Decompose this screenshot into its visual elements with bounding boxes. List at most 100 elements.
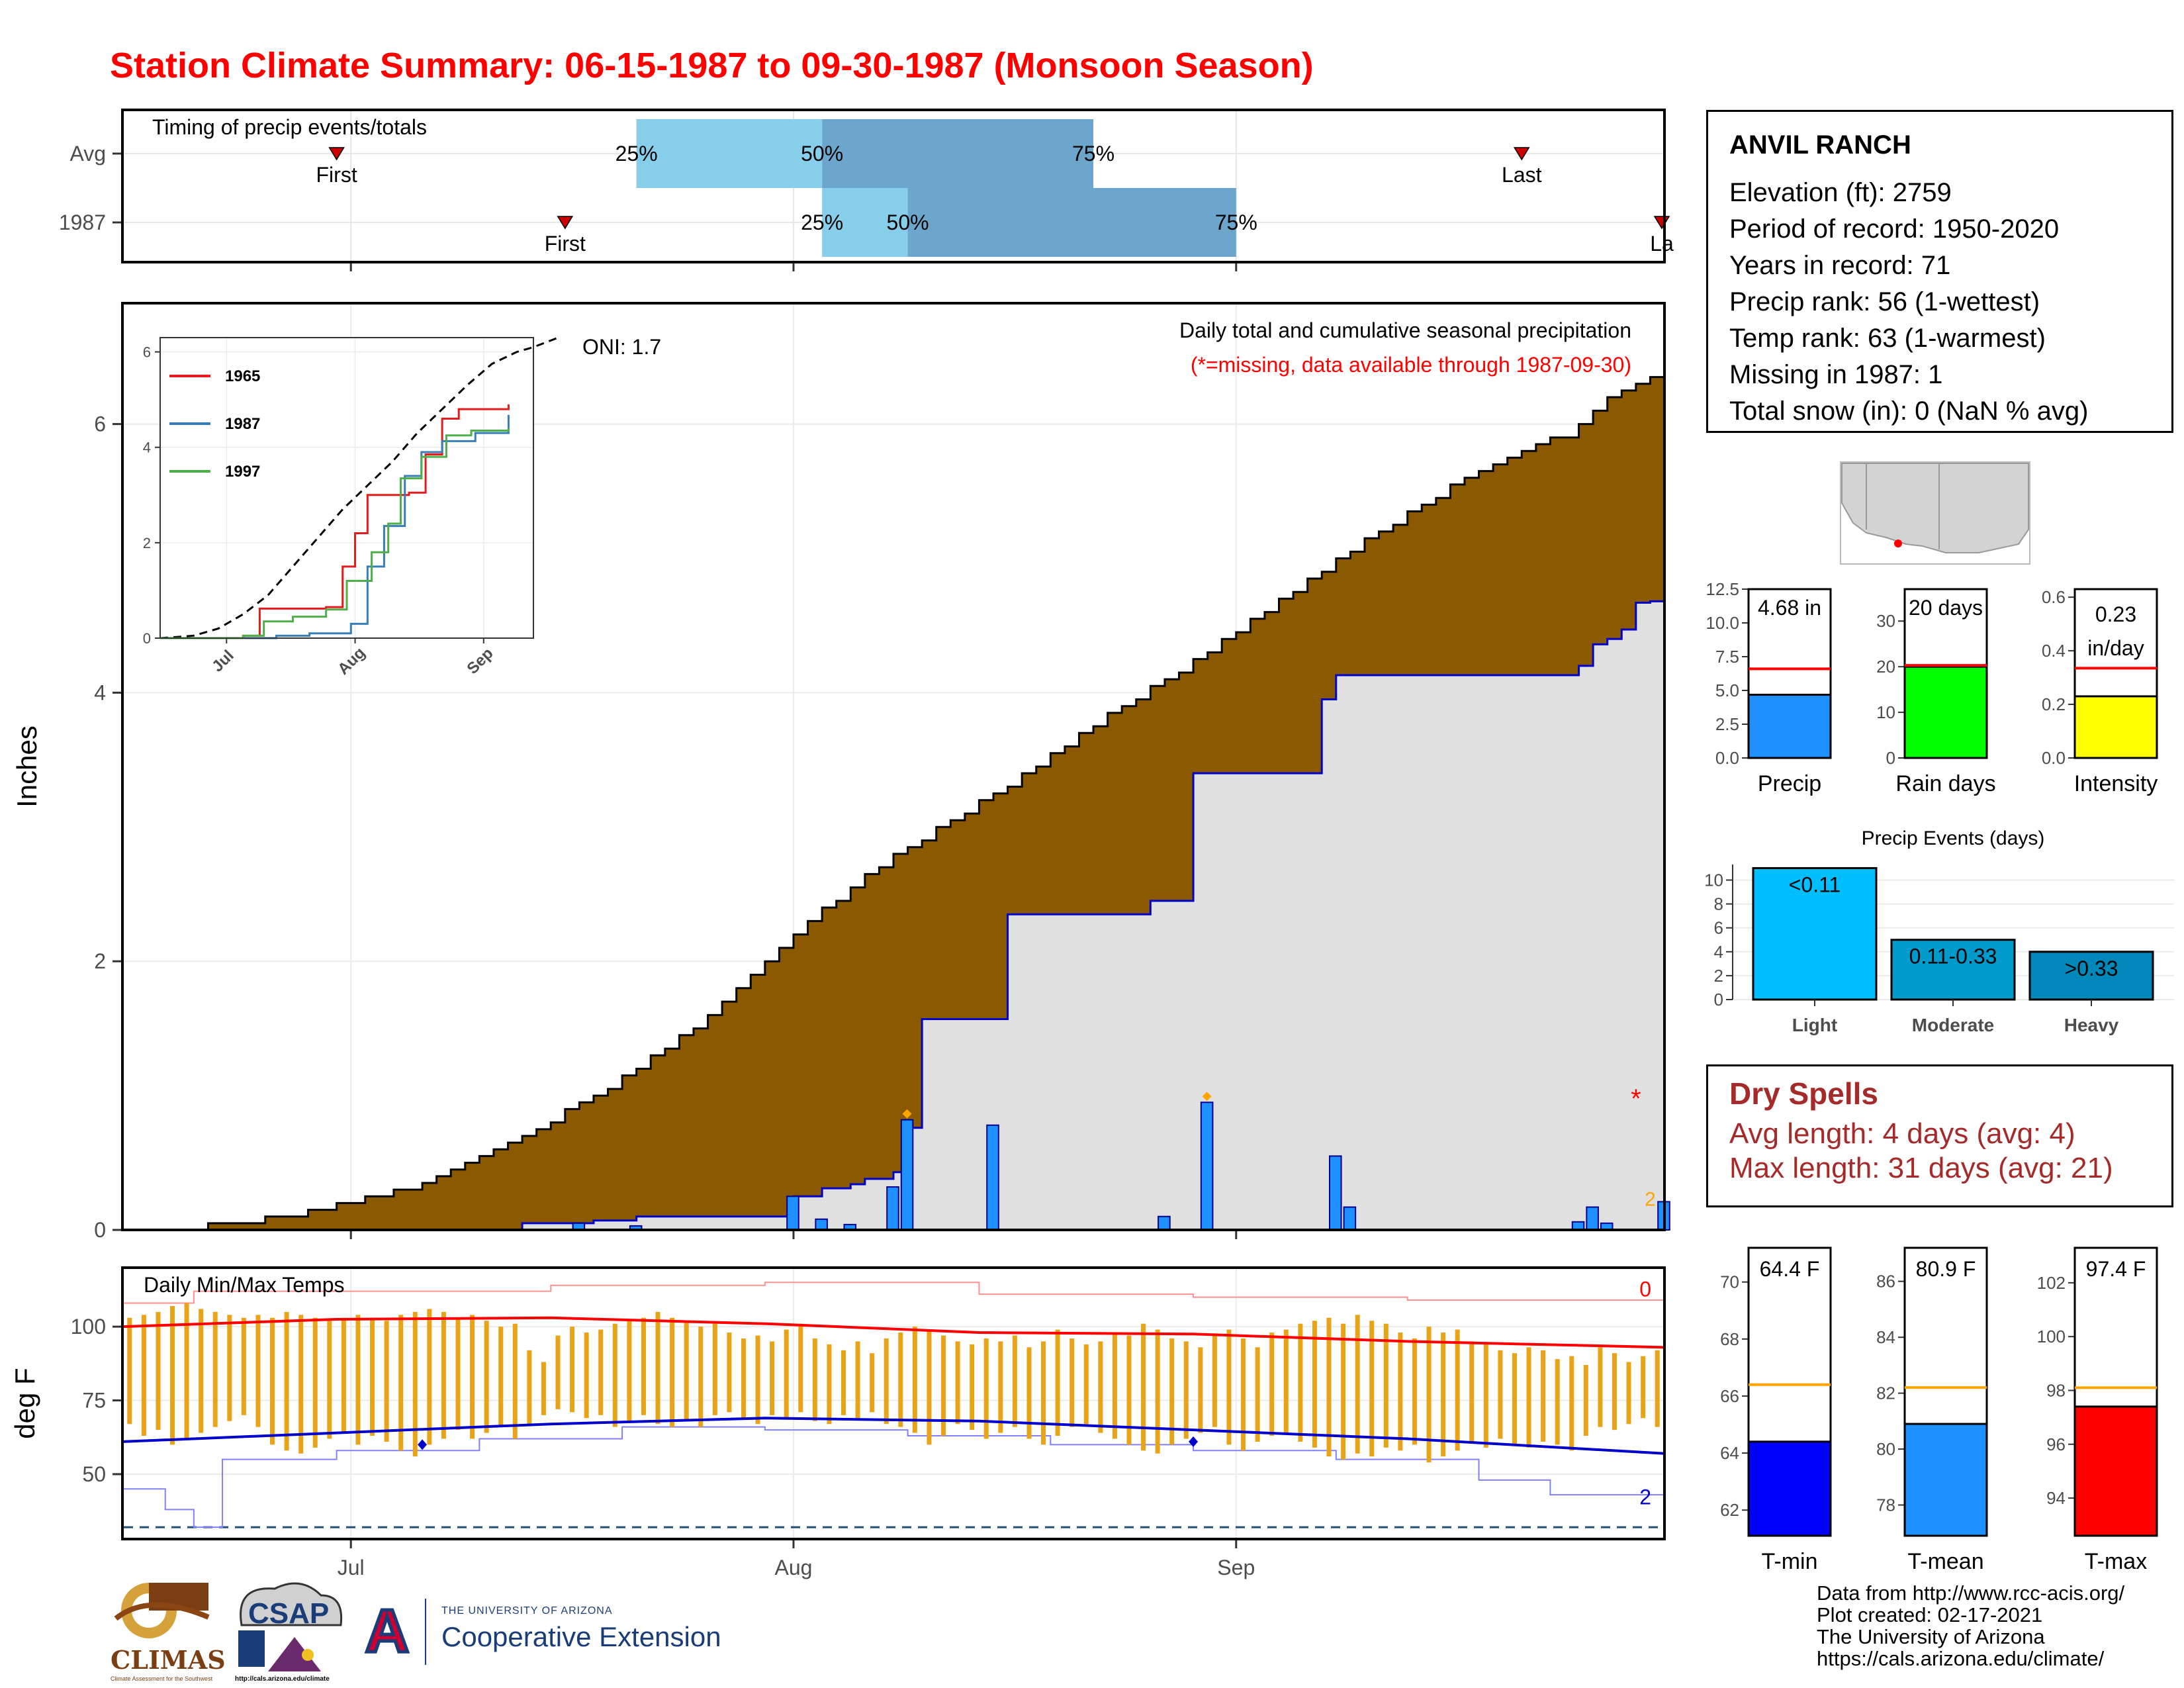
timing-first-label: First [316, 163, 357, 187]
temp-daily-range-bar [1655, 1350, 1660, 1427]
temp-xtick-label: Sep [1217, 1556, 1255, 1579]
temp-daily-range-bar [1269, 1333, 1275, 1436]
station-years: Years in record: 71 [1729, 251, 1951, 280]
precip-daily-bar [900, 1119, 914, 1231]
temp-daily-range-bar [427, 1309, 432, 1445]
station-elevation: Elevation (ft): 2759 [1729, 178, 1952, 207]
precip-record-marker [902, 1109, 912, 1119]
inset-legend-label: 1987 [225, 415, 260, 433]
events-bar-label: 0.11-0.33 [1909, 945, 1997, 968]
temp-xtick-label: Aug [775, 1556, 813, 1579]
temp-daily-range-bar [1312, 1321, 1317, 1448]
temp-daily-range-bar [784, 1329, 789, 1419]
temp-daily-range-bar [355, 1315, 361, 1445]
precip-daily-bar [1586, 1206, 1599, 1231]
temp-daily-range-bar [670, 1317, 675, 1427]
temp-daily-range-bar [827, 1344, 832, 1425]
precip-subtitle: Daily total and cumulative seasonal prec… [1179, 318, 1631, 342]
precip-avg-line [122, 376, 1664, 1231]
temp-xtick-label: Jul [338, 1556, 365, 1579]
temp-daily-range-bar [312, 1317, 318, 1448]
gauge-value-text: 20 days [1909, 596, 1983, 620]
events-ytick-label: 2 [1714, 966, 1723, 986]
gauge-ytick-label: 20 [1876, 657, 1895, 677]
temp-daily-range-bar [727, 1333, 732, 1413]
station-missing: Missing in 1987: 1 [1729, 360, 1943, 389]
temp-daily-range-bar [1412, 1338, 1417, 1445]
temp-series: 02 [122, 1278, 1665, 1528]
temp-daily-range-bar [370, 1317, 375, 1436]
temp-daily-range-bar [770, 1341, 775, 1415]
temp-daily-range-bar [270, 1317, 275, 1445]
temp-daily-range-bar [1112, 1333, 1117, 1439]
station-snow: Total snow (in): 0 (NaN % avg) [1729, 397, 2089, 426]
temp-daily-range-bar [698, 1327, 704, 1427]
credit-url: https://cals.arizona.edu/climate/ [1817, 1647, 2105, 1670]
gauge-bar [1747, 694, 1832, 759]
temp-daily-range-bar [955, 1341, 960, 1425]
temp-daily-range-bar [555, 1335, 561, 1409]
temp-daily-range-bar [1355, 1315, 1360, 1454]
station-temp-rank: Temp rank: 63 (1-warmest) [1729, 324, 2046, 353]
temp-daily-range-bar [1455, 1329, 1460, 1451]
gauge-ytick-label: 10 [1876, 702, 1895, 722]
temp-daily-range-bar [712, 1323, 717, 1415]
timing-last-label: Last [1502, 163, 1542, 187]
precip-ytick-label: 6 [94, 412, 106, 436]
temp-daily-range-bar [1626, 1362, 1631, 1425]
temp-daily-range-bar [1183, 1341, 1189, 1439]
tgauge-ytick-label: 82 [1876, 1383, 1895, 1403]
temp-daily-range-bar [1555, 1359, 1560, 1445]
inset-ytick-label: 4 [143, 440, 151, 456]
gauge-ytick-label: 30 [1876, 611, 1895, 631]
tgauge-ytick-label: 78 [1876, 1495, 1895, 1515]
temp-daily-range-bar [1283, 1329, 1289, 1433]
gauge-label: Intensity [2074, 771, 2158, 796]
temp-daily-range-bar [870, 1353, 875, 1413]
temp-daily-range-bar [156, 1311, 161, 1430]
temp-daily-range-bar [341, 1317, 346, 1433]
temp-daily-range-bar [298, 1315, 304, 1454]
temp-daily-range-bar [284, 1311, 289, 1451]
tgauge-ytick-label: 94 [2046, 1488, 2066, 1508]
temp-daily-range-bar [927, 1329, 932, 1445]
timing-row-label: 1987 [59, 211, 106, 234]
temp-daily-range-bar [1641, 1356, 1646, 1419]
oni-label: ONI: 1.7 [582, 335, 661, 359]
tgauge-ytick-label: 96 [2046, 1434, 2066, 1454]
dry-spells-max: Max length: 31 days (avg: 21) [1729, 1152, 2113, 1184]
temp-top-count: 0 [1639, 1278, 1651, 1301]
tgauge-bar [2073, 1405, 2158, 1537]
events-ytick-label: 10 [1704, 870, 1723, 890]
temp-daily-range-bar [912, 1327, 917, 1433]
temp-avg-max-line [122, 1316, 1665, 1349]
precip-frame [121, 302, 1666, 1231]
events-bar-label: <0.11 [1789, 872, 1841, 896]
timing-frame [121, 109, 1666, 263]
events-title: Precip Events (days) [1862, 827, 2045, 849]
inset-frame [159, 337, 534, 639]
precip-gauges: 0.0 2.5 5.0 7.5 10.0 12.5 4.68 in Precip 0 10 20 30… [1706, 579, 2158, 796]
temp-daily-range-bar [498, 1327, 504, 1427]
temp-daily-range-bar [1383, 1323, 1388, 1448]
gauge-ytick-label: 0.6 [2042, 587, 2066, 607]
gauge-ytick-label: 7.5 [1715, 647, 1739, 667]
temp-daily-range-bar [1441, 1333, 1446, 1457]
temp-daily-range-bar [141, 1315, 146, 1436]
events-category-label: Light [1792, 1015, 1837, 1035]
tgauge-value-text: 97.4 F [2086, 1257, 2146, 1281]
credit-plot-date: Plot created: 02-17-2021 [1817, 1603, 2043, 1626]
temp-daily-range-bar [1012, 1335, 1017, 1427]
events-ytick-label: 0 [1714, 990, 1723, 1009]
temp-daily-range-bar [199, 1309, 204, 1433]
temp-ytick-label: 75 [82, 1389, 106, 1413]
timing-q50-label: 50% [801, 142, 843, 165]
tgauge-label: T-min [1762, 1549, 1818, 1574]
tgauge-ytick-label: 68 [1720, 1329, 1739, 1349]
temp-daily-range-bar [1212, 1335, 1217, 1427]
timing-q25-label: 25% [801, 211, 843, 234]
tgauge-ytick-label: 86 [1876, 1272, 1895, 1291]
tgauge-ytick-label: 80 [1876, 1439, 1895, 1459]
inset-ytick-label: 2 [143, 535, 151, 551]
gauge-ytick-label: 12.5 [1706, 579, 1739, 599]
